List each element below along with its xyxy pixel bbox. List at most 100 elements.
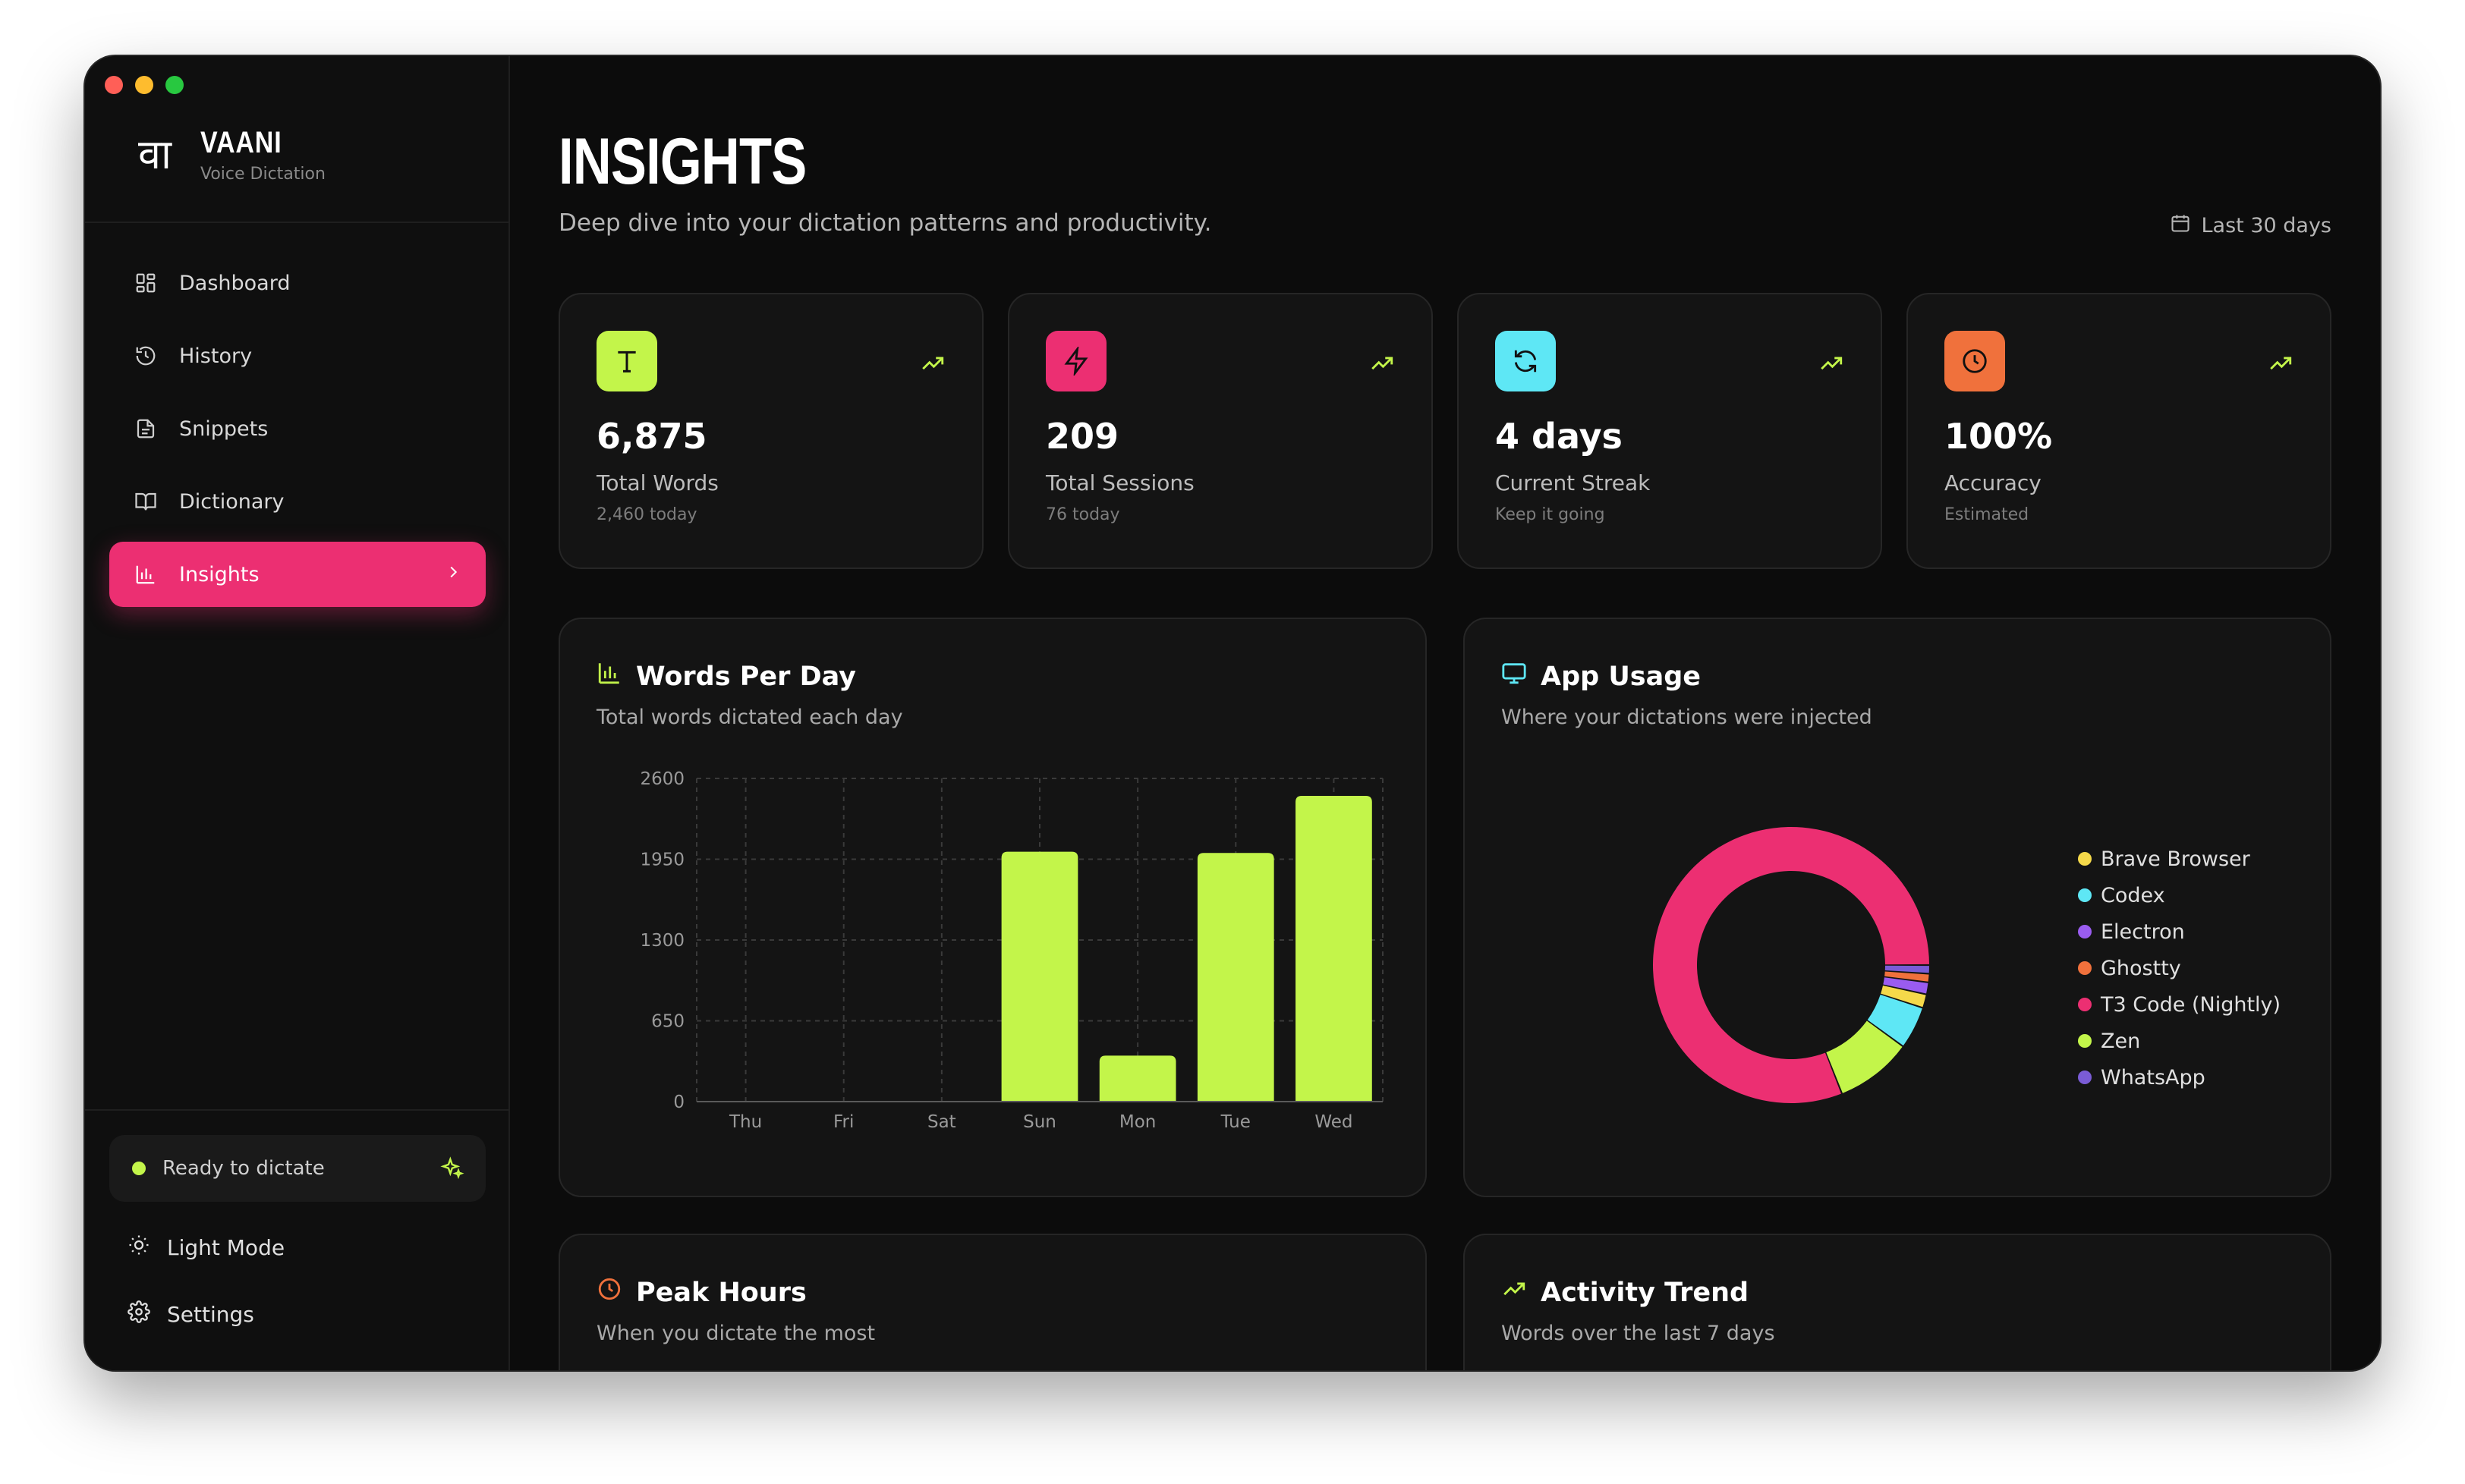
stat-card-total-words: 6,875 Total Words 2,460 today — [559, 293, 984, 569]
stat-sub: Keep it going — [1495, 505, 1605, 524]
stat-card-total-sessions: 209 Total Sessions 76 today — [1008, 293, 1433, 569]
sun-icon — [128, 1234, 150, 1262]
legend-swatch — [2078, 998, 2092, 1011]
stat-label: Accuracy — [1944, 470, 2042, 495]
stat-card-accuracy: 100% Accuracy Estimated — [1906, 293, 2331, 569]
legend-item: Brave Browser — [2078, 841, 2281, 877]
donut-slice — [1881, 986, 1926, 1008]
panel-title-text: Activity Trend — [1541, 1277, 1749, 1308]
brand: वा VAANI Voice Dictation — [131, 126, 326, 184]
activity-trend-subtitle: Words over the last 7 days — [1501, 1322, 1775, 1345]
clock-icon — [597, 1276, 622, 1309]
sidebar-item-label: Dashboard — [179, 271, 291, 295]
app-usage-legend: Brave Browser Codex Electron Ghostty T3 Code… — [2078, 841, 2281, 1096]
activity-trend-card: Activity Trend Words over the last 7 day… — [1463, 1234, 2331, 1370]
sidebar: वा VAANI Voice Dictation Dashboard Histo… — [85, 56, 510, 1370]
stat-value: 6,875 — [597, 416, 707, 457]
sparkles-icon — [440, 1156, 464, 1186]
x-tick-label: Fri — [833, 1112, 854, 1132]
sidebar-item-label: History — [179, 344, 253, 368]
donut-slice — [1884, 971, 1929, 982]
donut-slice — [1867, 995, 1922, 1046]
sidebar-item-snippets[interactable]: Snippets — [109, 396, 486, 461]
donut-slice — [1826, 1020, 1903, 1093]
trending-up-icon — [1501, 1276, 1527, 1309]
refresh-icon — [1495, 331, 1556, 391]
lightning-icon — [1046, 331, 1107, 391]
sidebar-item-dictionary[interactable]: Dictionary — [109, 469, 486, 534]
x-tick-label: Wed — [1314, 1112, 1352, 1132]
date-range-selector[interactable]: Last 30 days — [2170, 212, 2332, 239]
y-tick-label: 2600 — [640, 769, 685, 789]
activity-trend-title: Activity Trend — [1501, 1276, 1749, 1309]
sidebar-item-dashboard[interactable]: Dashboard — [109, 250, 486, 316]
legend-item: WhatsApp — [2078, 1059, 2281, 1096]
chevron-right-icon — [445, 563, 461, 586]
minimize-window-button[interactable] — [135, 76, 153, 94]
stat-label: Total Sessions — [1046, 470, 1195, 495]
words-per-day-title: Words Per Day — [597, 660, 856, 693]
settings-button[interactable]: Settings — [128, 1300, 254, 1328]
light-mode-toggle[interactable]: Light Mode — [128, 1234, 285, 1262]
legend-item: Ghostty — [2078, 950, 2281, 986]
dictation-status-label: Ready to dictate — [162, 1157, 325, 1180]
sidebar-item-insights[interactable]: Insights — [109, 542, 486, 607]
dictation-status[interactable]: Ready to dictate — [109, 1135, 486, 1202]
panel-title-text: App Usage — [1541, 661, 1702, 692]
app-tagline: Voice Dictation — [200, 165, 326, 184]
page-title: INSIGHTS — [559, 125, 807, 198]
legend-swatch — [2078, 925, 2092, 939]
bar — [1099, 1055, 1176, 1102]
sidebar-item-history[interactable]: History — [109, 323, 486, 388]
bar — [1197, 853, 1274, 1102]
legend-item: Codex — [2078, 877, 2281, 913]
donut-slice — [1884, 965, 1929, 973]
stat-label: Current Streak — [1495, 470, 1651, 495]
trending-up-icon — [1369, 351, 1395, 379]
stat-card-current-streak: 4 days Current Streak Keep it going — [1457, 293, 1882, 569]
trending-up-icon — [2268, 351, 2293, 379]
calendar-icon — [2170, 212, 2191, 239]
legend-swatch — [2078, 1034, 2092, 1048]
sidebar-nav: Dashboard History Snippets Dictionary — [109, 250, 486, 615]
history-icon — [134, 344, 158, 368]
legend-label: Ghostty — [2101, 956, 2181, 980]
text-icon — [597, 331, 657, 391]
x-tick-label: Mon — [1119, 1112, 1157, 1132]
sidebar-bottom-divider — [85, 1109, 508, 1111]
stat-sub: 2,460 today — [597, 505, 697, 524]
stat-value: 209 — [1046, 416, 1119, 457]
legend-item: T3 Code (Nightly) — [2078, 986, 2281, 1023]
app-name: VAANI — [200, 126, 282, 159]
gear-icon — [128, 1300, 150, 1328]
monitor-icon — [1501, 660, 1527, 693]
vaani-logo-icon: वा — [137, 130, 172, 178]
donut-slice — [1653, 827, 1929, 1103]
y-tick-label: 650 — [651, 1012, 685, 1032]
bar — [1295, 795, 1372, 1102]
window-controls — [105, 76, 184, 94]
stat-sub: 76 today — [1046, 505, 1120, 524]
donut-slice — [1883, 977, 1928, 994]
dictionary-icon — [134, 489, 158, 514]
sidebar-item-label: Insights — [179, 562, 260, 586]
close-window-button[interactable] — [105, 76, 123, 94]
words-per-day-card: Words Per Day Total words dictated each … — [559, 618, 1427, 1197]
trending-up-icon — [1818, 351, 1844, 379]
peak-hours-card: Peak Hours When you dictate the most — [559, 1234, 1427, 1370]
date-range-label: Last 30 days — [2201, 214, 2332, 237]
legend-swatch — [2078, 961, 2092, 975]
sidebar-item-label: Dictionary — [179, 489, 285, 514]
x-tick-label: Thu — [729, 1112, 762, 1132]
y-tick-label: 0 — [673, 1093, 685, 1112]
stat-value: 100% — [1944, 416, 2053, 457]
sidebar-divider — [85, 222, 508, 223]
app-usage-donut-chart — [1653, 827, 1929, 1103]
snippets-icon — [134, 417, 158, 441]
x-tick-label: Sun — [1023, 1112, 1056, 1132]
insights-icon — [134, 562, 158, 586]
trending-up-icon — [920, 351, 946, 379]
zoom-window-button[interactable] — [165, 76, 184, 94]
panel-title-text: Peak Hours — [636, 1277, 807, 1308]
legend-label: Electron — [2101, 920, 2185, 944]
